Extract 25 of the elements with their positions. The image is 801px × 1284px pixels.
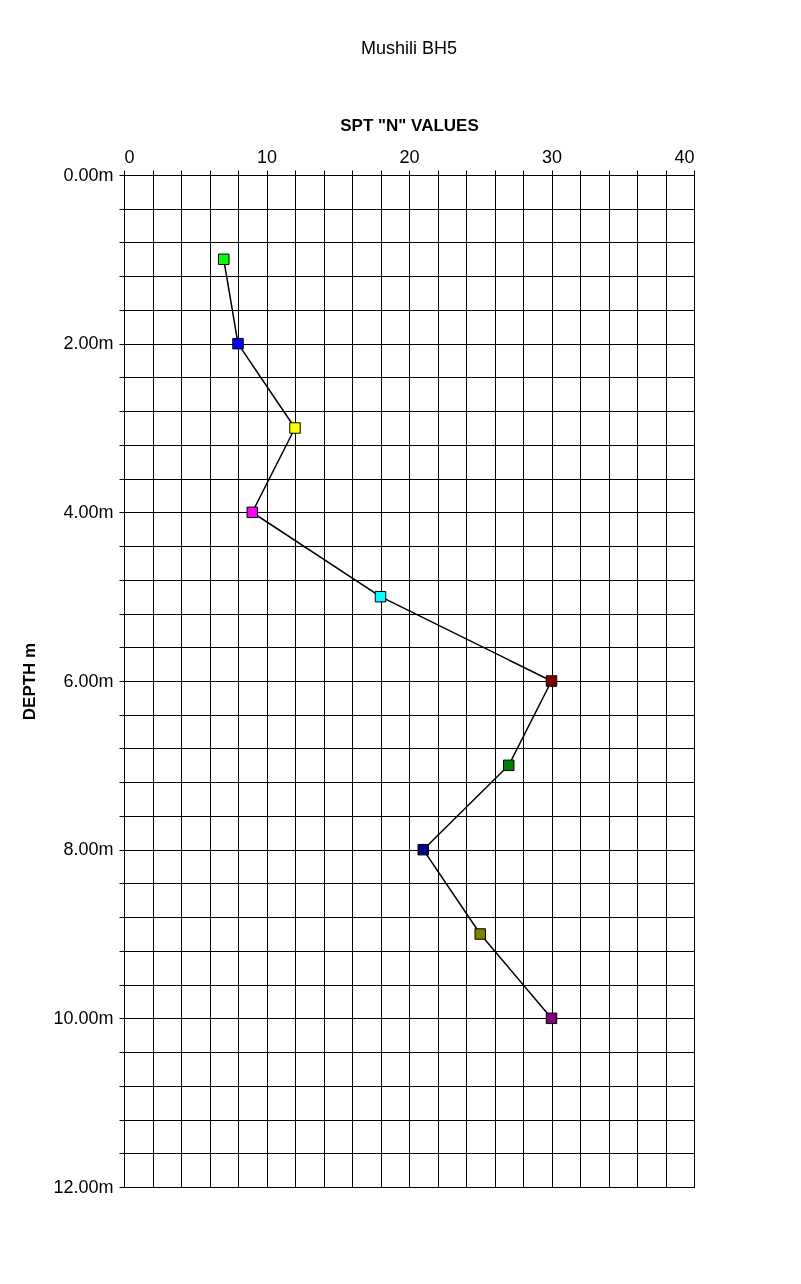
y-tick-label: 12.00m — [53, 1176, 114, 1197]
point — [218, 253, 230, 266]
x-tick-label: 10 — [256, 146, 278, 167]
point — [545, 1012, 558, 1025]
y-tick-label: 4.00m — [63, 501, 114, 522]
x-axis-title: SPT "N" VALUES — [340, 115, 479, 135]
x-tick-label: 0 — [124, 146, 135, 167]
y-tick-label: 6.00m — [63, 670, 114, 691]
y-tick-label: 10.00m — [53, 1007, 114, 1028]
point — [503, 759, 515, 772]
x-tick-label: 40 — [674, 146, 695, 167]
point — [232, 337, 244, 350]
point — [474, 928, 486, 940]
point — [417, 843, 429, 856]
x-tick-label: 20 — [399, 146, 420, 167]
y-tick-label: 2.00m — [63, 333, 114, 354]
point — [246, 506, 258, 519]
x-tick-label: 30 — [541, 146, 563, 167]
point — [374, 590, 387, 603]
point — [545, 675, 558, 687]
y-axis-title: DEPTH m — [20, 642, 40, 721]
y-tick-label: 0.00m — [63, 164, 114, 185]
point — [289, 422, 301, 434]
y-tick-label: 8.00m — [63, 839, 114, 860]
chart-title: Mushili BH5 — [360, 38, 458, 58]
